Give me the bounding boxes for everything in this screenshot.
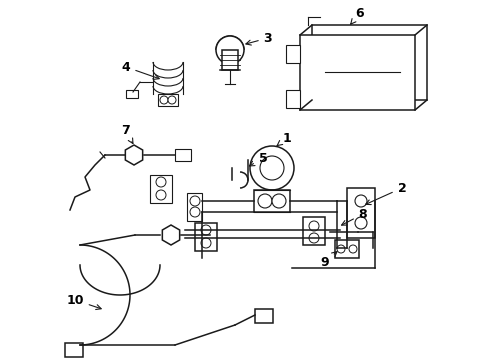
Text: 3: 3 <box>245 32 272 45</box>
Text: 8: 8 <box>341 207 366 225</box>
Circle shape <box>190 196 200 206</box>
Bar <box>150 175 172 203</box>
Circle shape <box>216 36 244 64</box>
Bar <box>299 35 414 110</box>
Circle shape <box>249 146 293 190</box>
Text: 7: 7 <box>121 123 133 144</box>
Bar <box>175 149 191 161</box>
Circle shape <box>160 96 168 104</box>
Text: 10: 10 <box>66 293 101 310</box>
Bar <box>222 50 238 70</box>
Bar <box>253 190 289 212</box>
Bar <box>254 309 272 323</box>
Circle shape <box>258 194 271 208</box>
Text: 6: 6 <box>350 6 364 24</box>
Bar <box>346 188 374 238</box>
Circle shape <box>308 221 318 231</box>
Bar <box>285 90 299 108</box>
Circle shape <box>190 207 200 217</box>
Text: 1: 1 <box>277 131 291 145</box>
Circle shape <box>201 225 210 235</box>
Bar <box>65 343 83 357</box>
Circle shape <box>354 195 366 207</box>
Text: 4: 4 <box>122 60 159 79</box>
Text: 9: 9 <box>320 252 336 269</box>
Circle shape <box>308 233 318 243</box>
Bar <box>126 90 138 98</box>
Circle shape <box>336 245 345 253</box>
Circle shape <box>168 96 176 104</box>
Circle shape <box>156 177 165 187</box>
Bar <box>285 45 299 63</box>
Bar <box>195 223 217 251</box>
Bar <box>311 25 426 100</box>
Text: 5: 5 <box>249 152 267 166</box>
Text: 2: 2 <box>365 181 406 204</box>
Circle shape <box>156 190 165 200</box>
Circle shape <box>271 194 285 208</box>
Bar <box>303 217 325 245</box>
Circle shape <box>201 238 210 248</box>
Bar <box>334 240 358 258</box>
Circle shape <box>348 245 356 253</box>
Bar <box>186 193 202 221</box>
Circle shape <box>260 156 284 180</box>
Circle shape <box>354 217 366 229</box>
Bar <box>158 94 178 106</box>
